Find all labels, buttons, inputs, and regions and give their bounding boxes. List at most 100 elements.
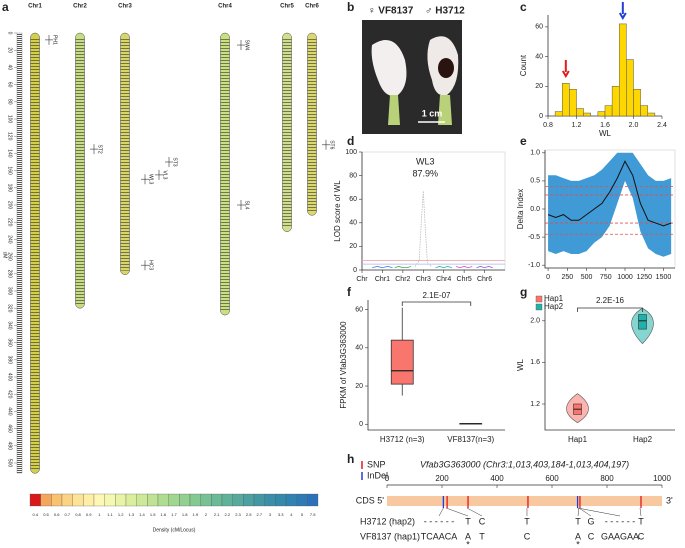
density-label: 0.6 [54, 512, 60, 517]
y-tick-label: 440 [7, 407, 13, 416]
density-swatch [125, 493, 137, 507]
density-label: 0.7 [65, 512, 71, 517]
density-label: 4 [290, 512, 293, 517]
allele: T [465, 516, 471, 526]
density-label: 0.5 [43, 512, 49, 517]
bracket [401, 301, 472, 306]
bar [633, 89, 641, 117]
density-swatch [93, 493, 105, 507]
y-tick-label: 200 [7, 201, 13, 210]
bar [576, 108, 584, 117]
connector [438, 507, 444, 517]
y-tick-label: 420 [7, 390, 13, 399]
density-label: 1.5 [150, 512, 156, 517]
panel-label: h [347, 452, 354, 466]
annotation: 87.9% [413, 168, 439, 178]
y-axis-label: LOD score of WL [333, 180, 342, 242]
chromosome-texture [120, 37, 130, 271]
panel-label: b [347, 0, 354, 14]
scale-label: 1 cm [422, 108, 443, 118]
y-tick-label: 20 [355, 383, 363, 390]
bar [640, 105, 648, 117]
y-tick-label: 0 [539, 113, 543, 120]
y-tick-label: 400 [7, 373, 13, 382]
panel-label: a [2, 0, 9, 14]
density-swatch [40, 493, 52, 507]
qtl-label: PH1 [52, 35, 58, 45]
y-tick-label: 100 [345, 149, 357, 156]
connector [446, 507, 469, 517]
bar [604, 105, 613, 117]
connector [639, 507, 642, 517]
bar [647, 112, 656, 117]
y-tick-label: 120 [7, 132, 13, 141]
y-tick-label: 160 [7, 166, 13, 175]
lod-line [435, 266, 452, 269]
connector [466, 507, 483, 517]
chromosome-name: Chr4 [218, 4, 232, 10]
qtl-label: ST6 [329, 140, 335, 149]
legend-label: SNP [367, 459, 386, 469]
lod-line [414, 190, 432, 267]
y-tick-label: 80 [349, 172, 357, 179]
x-tick-label: 500 [581, 274, 593, 281]
y-tick-label: 1.0 [530, 150, 540, 157]
lod-line [455, 266, 473, 269]
y-tick-label: 300 [7, 287, 13, 296]
y-tick-label: 0 [7, 32, 13, 35]
y-tick-label: 360 [7, 338, 13, 347]
connector [577, 507, 580, 517]
allele: T [479, 531, 485, 541]
allele: - - - - - - [605, 516, 636, 526]
y-tick-label: 240 [7, 235, 13, 244]
density-label: 1.6 [161, 512, 167, 517]
cds [387, 496, 662, 506]
qtl-label: HC3 [148, 260, 154, 270]
x-tick-label: Hap2 [633, 435, 653, 444]
chromosome-name: Chr6 [305, 4, 319, 10]
density-label: 2.7 [257, 512, 263, 517]
density-label: 1.2 [118, 512, 124, 517]
flower-right [427, 36, 459, 125]
allele: C [588, 531, 595, 541]
chromosome-texture [220, 37, 230, 312]
panel-label: f [347, 285, 352, 299]
index-line [547, 160, 672, 227]
x-tick-label: Chr1 [375, 276, 390, 283]
chromosome-texture [307, 37, 317, 212]
bar [583, 112, 591, 117]
photo-label: ♀ VF8137 [368, 6, 414, 17]
allele: C [638, 531, 645, 541]
x-tick-label: 1000 [617, 274, 633, 281]
legend-label: Hap2 [544, 302, 564, 311]
density-swatch [243, 493, 255, 507]
x-tick-label: 0 [385, 474, 390, 483]
y-tick-label: 60 [535, 24, 543, 31]
flower-left [371, 40, 407, 125]
index-cloud [548, 152, 672, 257]
density-swatch [29, 493, 41, 507]
density-swatch [200, 493, 212, 507]
bar [626, 59, 634, 117]
y-tick-label: -1.0 [528, 262, 540, 269]
y-tick-label: 20 [535, 83, 543, 90]
chromosome-name: Chr2 [73, 4, 87, 10]
x-tick-label: H3712 (n=3) [380, 435, 425, 444]
star: * [466, 539, 470, 548]
density-label: 1 [98, 512, 101, 517]
density-label: 0.8 [75, 512, 81, 517]
y-tick-label: 260 [7, 252, 13, 261]
y-tick-label: 0.5 [530, 178, 540, 185]
y-tick-label: 60 [7, 82, 13, 88]
allele: C [524, 531, 531, 541]
y-tick-label: 0 [353, 267, 357, 274]
x-tick-label: 1000 [653, 474, 671, 483]
lod-line [394, 266, 412, 269]
legend-swatch [535, 303, 543, 311]
chromosome-name: Chr1 [28, 4, 42, 10]
bar [554, 111, 563, 117]
y-tick-label: 180 [7, 184, 13, 193]
density-label: 3 [269, 512, 272, 517]
y-tick-label: 280 [7, 270, 13, 279]
y-tick-label: 220 [7, 218, 13, 227]
